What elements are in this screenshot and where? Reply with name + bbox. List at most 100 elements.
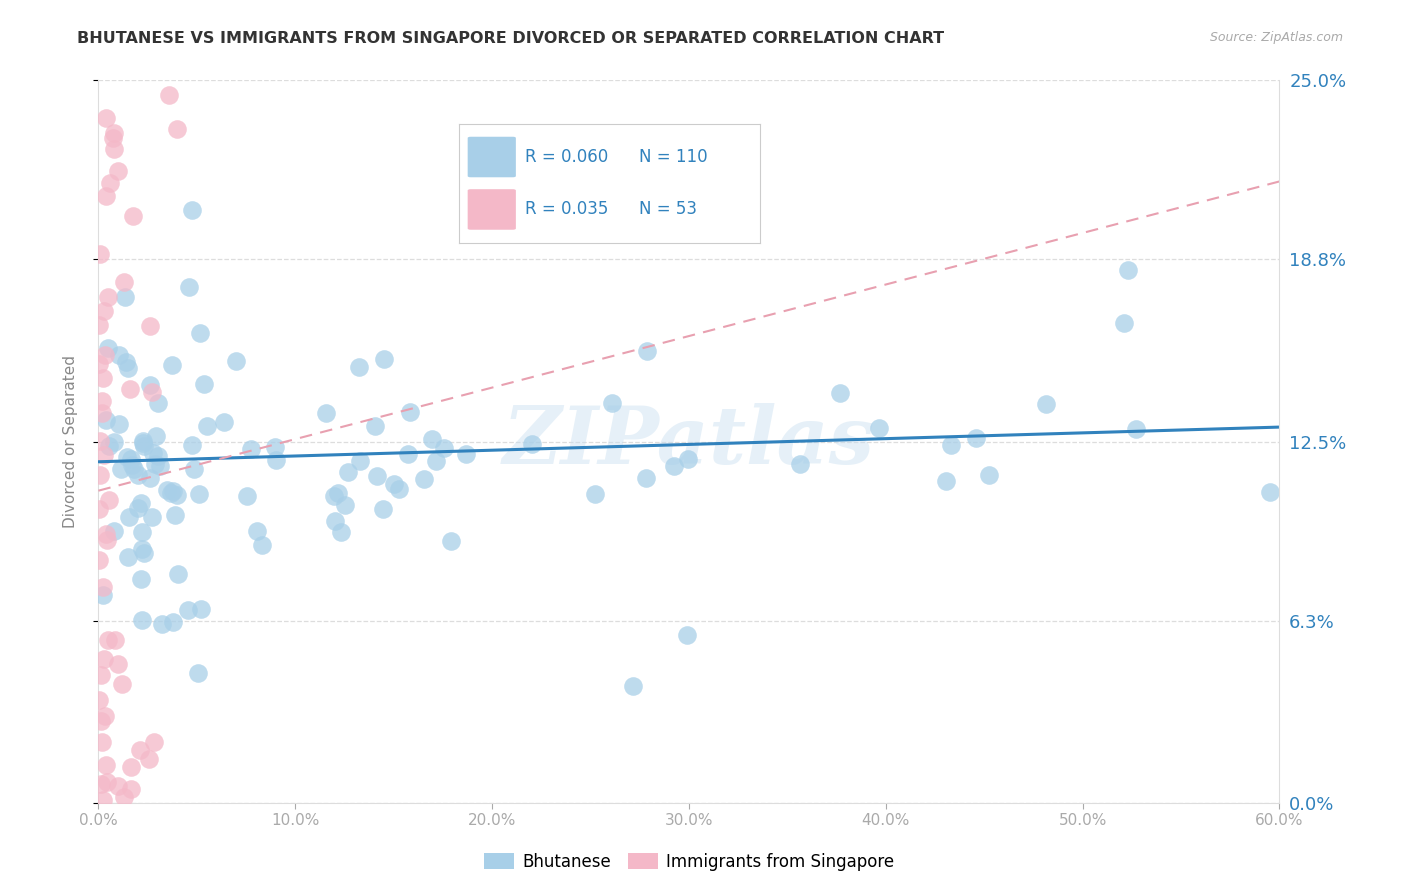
Point — [264, 453, 287, 467]
Text: Source: ZipAtlas.com: Source: ZipAtlas.com — [1209, 31, 1343, 45]
Point — [349, 453, 371, 467]
Point — [94, 526, 117, 541]
Point — [132, 434, 155, 448]
Point — [118, 383, 141, 397]
Point — [328, 486, 350, 500]
Point — [150, 616, 173, 631]
Point — [121, 452, 143, 467]
Point — [139, 318, 162, 333]
Point — [103, 435, 125, 450]
Point — [366, 468, 388, 483]
Point — [179, 280, 201, 294]
Point — [413, 472, 436, 486]
Point — [676, 452, 699, 467]
Point — [166, 122, 188, 136]
Point — [98, 493, 121, 508]
Point — [263, 440, 285, 454]
Point — [183, 462, 205, 476]
Point — [166, 488, 188, 502]
Point — [364, 418, 387, 433]
Point — [177, 603, 200, 617]
Point — [117, 360, 139, 375]
Point — [103, 524, 125, 539]
Point — [107, 348, 129, 362]
Point — [91, 793, 114, 807]
Point — [87, 553, 110, 567]
Point — [388, 482, 411, 496]
Point — [89, 434, 111, 449]
Point — [94, 189, 117, 203]
Point — [676, 628, 699, 642]
Point — [188, 326, 211, 340]
Point — [138, 752, 160, 766]
Point — [103, 143, 125, 157]
Point — [104, 632, 127, 647]
Point — [117, 550, 139, 565]
Point — [522, 436, 544, 450]
Point — [122, 461, 145, 475]
Point — [634, 471, 657, 485]
Point — [252, 538, 274, 552]
Point — [636, 344, 658, 359]
Point — [129, 743, 152, 757]
Point — [583, 487, 606, 501]
Point — [89, 246, 111, 260]
Point — [160, 486, 183, 500]
Point — [315, 406, 337, 420]
Point — [662, 458, 685, 473]
Point — [789, 457, 811, 471]
Point — [156, 483, 179, 497]
Point — [329, 525, 352, 540]
Point — [600, 396, 623, 410]
Point — [107, 163, 129, 178]
Point — [621, 679, 644, 693]
Point — [132, 439, 155, 453]
Point — [143, 457, 166, 471]
Point — [132, 546, 155, 560]
Point — [107, 657, 129, 672]
Point — [1118, 262, 1140, 277]
Point — [94, 758, 117, 772]
Point — [94, 348, 117, 362]
Point — [107, 779, 129, 793]
Point — [425, 454, 447, 468]
Point — [828, 386, 851, 401]
Point — [398, 405, 420, 419]
Point — [371, 502, 394, 516]
Point — [129, 572, 152, 586]
Point — [94, 708, 117, 723]
Text: ZIPatlas: ZIPatlas — [503, 403, 875, 480]
Point — [94, 111, 117, 125]
Point — [141, 510, 163, 524]
Point — [188, 487, 211, 501]
Point — [90, 776, 112, 790]
Point — [110, 461, 132, 475]
Point — [193, 377, 215, 392]
Point — [236, 489, 259, 503]
Point — [90, 668, 112, 682]
Point — [149, 458, 172, 473]
Point — [420, 432, 443, 446]
Point — [114, 354, 136, 368]
Point — [94, 413, 117, 427]
Point — [90, 714, 112, 729]
Point — [160, 359, 183, 373]
Point — [139, 378, 162, 392]
Point — [143, 735, 166, 749]
Point — [90, 406, 112, 420]
Point — [91, 734, 114, 748]
Point — [91, 588, 114, 602]
Point — [1112, 317, 1135, 331]
Point — [87, 502, 110, 516]
Point — [337, 465, 360, 479]
Point — [165, 508, 187, 522]
Legend: Bhutanese, Immigrants from Singapore: Bhutanese, Immigrants from Singapore — [477, 847, 901, 878]
Point — [347, 359, 370, 374]
Point — [93, 303, 115, 318]
Point — [120, 782, 142, 797]
Point — [93, 448, 115, 462]
Point — [166, 567, 188, 582]
Y-axis label: Divorced or Separated: Divorced or Separated — [63, 355, 77, 528]
Point — [127, 501, 149, 516]
Point — [96, 533, 118, 548]
